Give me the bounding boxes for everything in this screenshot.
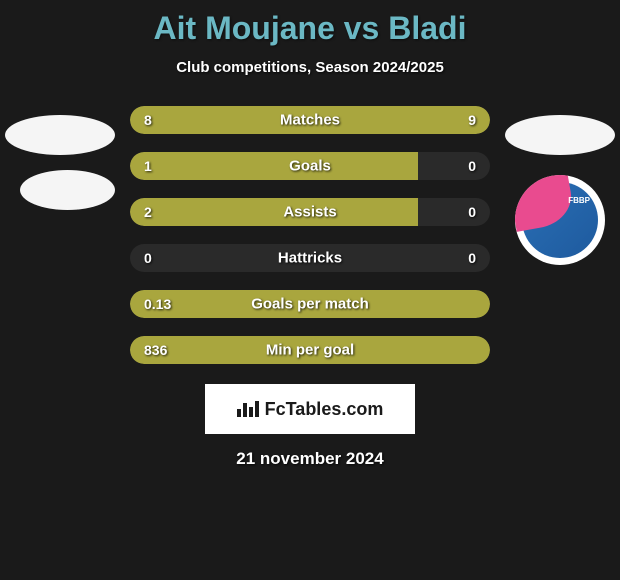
stat-label: Assists bbox=[283, 204, 336, 221]
logo-text: FBBP bbox=[568, 197, 590, 206]
ellipse-icon bbox=[5, 115, 115, 155]
stat-row-goals-per-match: 0.13 Goals per match bbox=[130, 290, 490, 318]
fctables-badge[interactable]: FcTables.com bbox=[205, 384, 415, 434]
stat-label: Goals bbox=[289, 158, 331, 175]
stat-value-right: 0 bbox=[468, 158, 476, 174]
page-title: Ait Moujane vs Bladi bbox=[0, 10, 620, 47]
ellipse-icon bbox=[20, 170, 115, 210]
bar-left bbox=[130, 106, 299, 134]
stat-value-right: 0 bbox=[468, 204, 476, 220]
player-left-badge bbox=[5, 115, 115, 155]
fctables-label: FcTables.com bbox=[265, 399, 384, 420]
stat-value-left: 2 bbox=[144, 204, 152, 220]
subtitle: Club competitions, Season 2024/2025 bbox=[0, 59, 620, 76]
stat-row-min-per-goal: 836 Min per goal bbox=[130, 336, 490, 364]
stat-row-assists: 2 Assists 0 bbox=[130, 198, 490, 226]
player-left-badge-2 bbox=[20, 170, 115, 210]
stat-label: Hattricks bbox=[278, 250, 342, 267]
stat-value-left: 0.13 bbox=[144, 296, 171, 312]
team-logo-right: FBBP bbox=[515, 175, 605, 265]
bar-left bbox=[130, 198, 418, 226]
stats-area: 8 Matches 9 1 Goals 0 2 Assists 0 0 Hatt… bbox=[130, 106, 490, 364]
bar-chart-icon bbox=[237, 401, 259, 417]
stat-value-left: 1 bbox=[144, 158, 152, 174]
stat-value-right: 0 bbox=[468, 250, 476, 266]
stat-label: Min per goal bbox=[266, 342, 354, 359]
logo-circle: FBBP bbox=[515, 175, 605, 265]
stat-row-hattricks: 0 Hattricks 0 bbox=[130, 244, 490, 272]
stat-label: Goals per match bbox=[251, 296, 369, 313]
stat-row-matches: 8 Matches 9 bbox=[130, 106, 490, 134]
ellipse-icon bbox=[505, 115, 615, 155]
stat-value-right: 9 bbox=[468, 112, 476, 128]
date-text: 21 november 2024 bbox=[0, 449, 620, 469]
stat-value-left: 8 bbox=[144, 112, 152, 128]
logo-swoosh-icon bbox=[515, 175, 576, 232]
stat-label: Matches bbox=[280, 112, 340, 129]
logo-inner: FBBP bbox=[522, 182, 598, 258]
stat-value-left: 836 bbox=[144, 342, 167, 358]
bar-left bbox=[130, 152, 418, 180]
stat-row-goals: 1 Goals 0 bbox=[130, 152, 490, 180]
player-right-badge bbox=[505, 115, 615, 155]
infographic-container: Ait Moujane vs Bladi Club competitions, … bbox=[0, 0, 620, 580]
stat-value-left: 0 bbox=[144, 250, 152, 266]
